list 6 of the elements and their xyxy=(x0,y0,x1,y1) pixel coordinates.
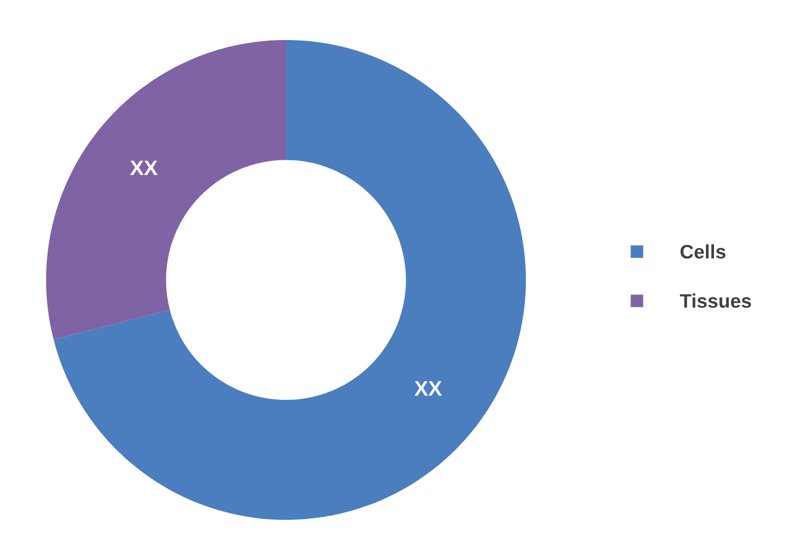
legend-label: Cells xyxy=(680,244,726,259)
donut-slice xyxy=(54,40,526,520)
data-label: XX xyxy=(130,160,158,176)
data-label: XX xyxy=(414,381,442,396)
donut-slice xyxy=(46,40,286,340)
legend-label: Tissues xyxy=(680,294,751,308)
